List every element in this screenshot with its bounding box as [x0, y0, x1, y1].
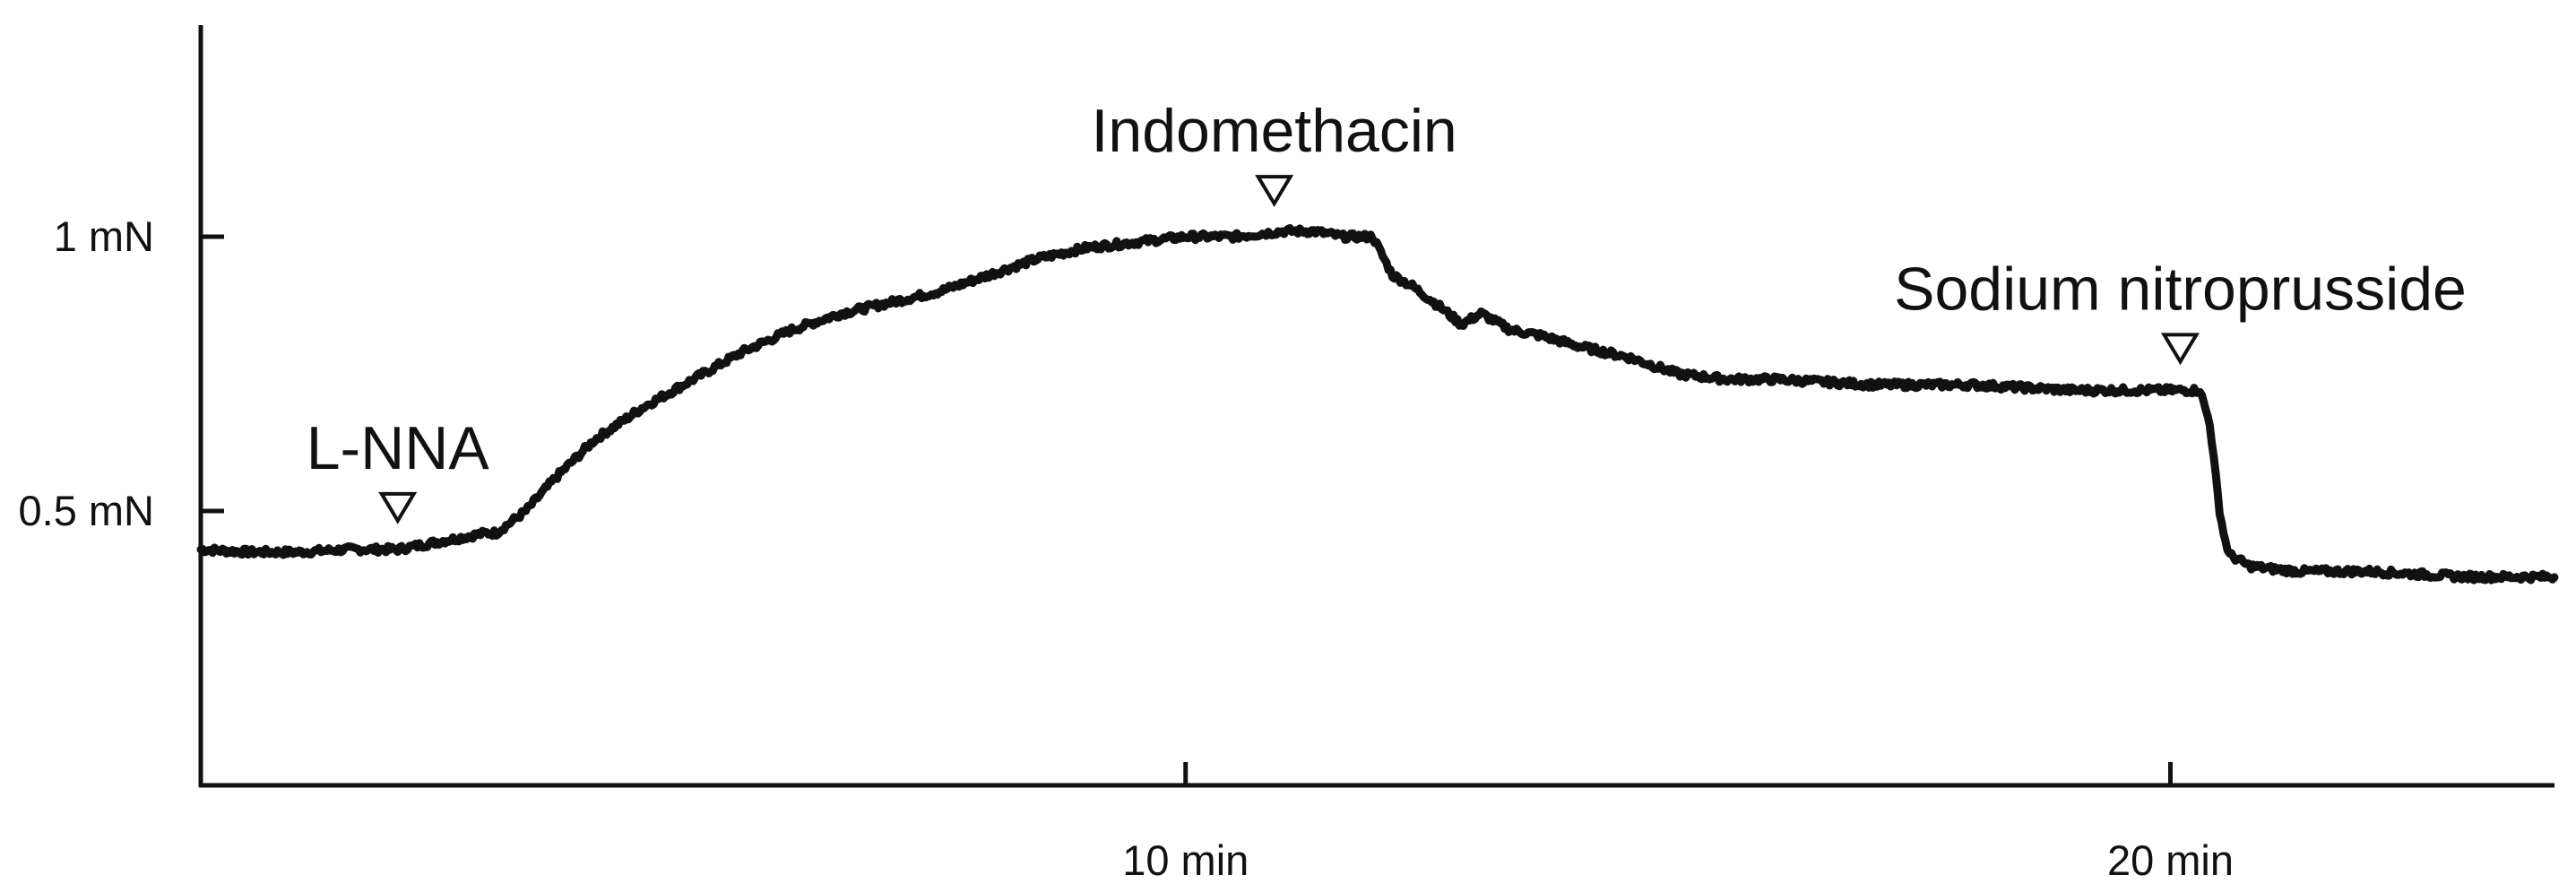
- event-annotations: L-NNA Indomethacin Sodium nitroprusside: [307, 97, 2467, 524]
- y-tick-label: 1 mN: [54, 212, 154, 260]
- x-tick-label: 20 min: [2107, 836, 2234, 884]
- event-label: Indomethacin: [1091, 97, 1457, 165]
- tension-trace-line: [196, 224, 2559, 585]
- event-label: L-NNA: [307, 414, 490, 482]
- event-marker-icon: [1255, 175, 1294, 207]
- x-tick-label: 10 min: [1122, 836, 1249, 884]
- event-marker-icon: [2160, 333, 2200, 366]
- tick-group: 0.5 mN 1 mN 10 min 20 min: [19, 212, 2235, 884]
- event-marker-icon: [378, 491, 418, 524]
- y-tick-label: 0.5 mN: [19, 487, 155, 534]
- event-label: Sodium nitroprusside: [1894, 255, 2467, 323]
- series-group: [196, 224, 2559, 585]
- axes: [198, 25, 2554, 788]
